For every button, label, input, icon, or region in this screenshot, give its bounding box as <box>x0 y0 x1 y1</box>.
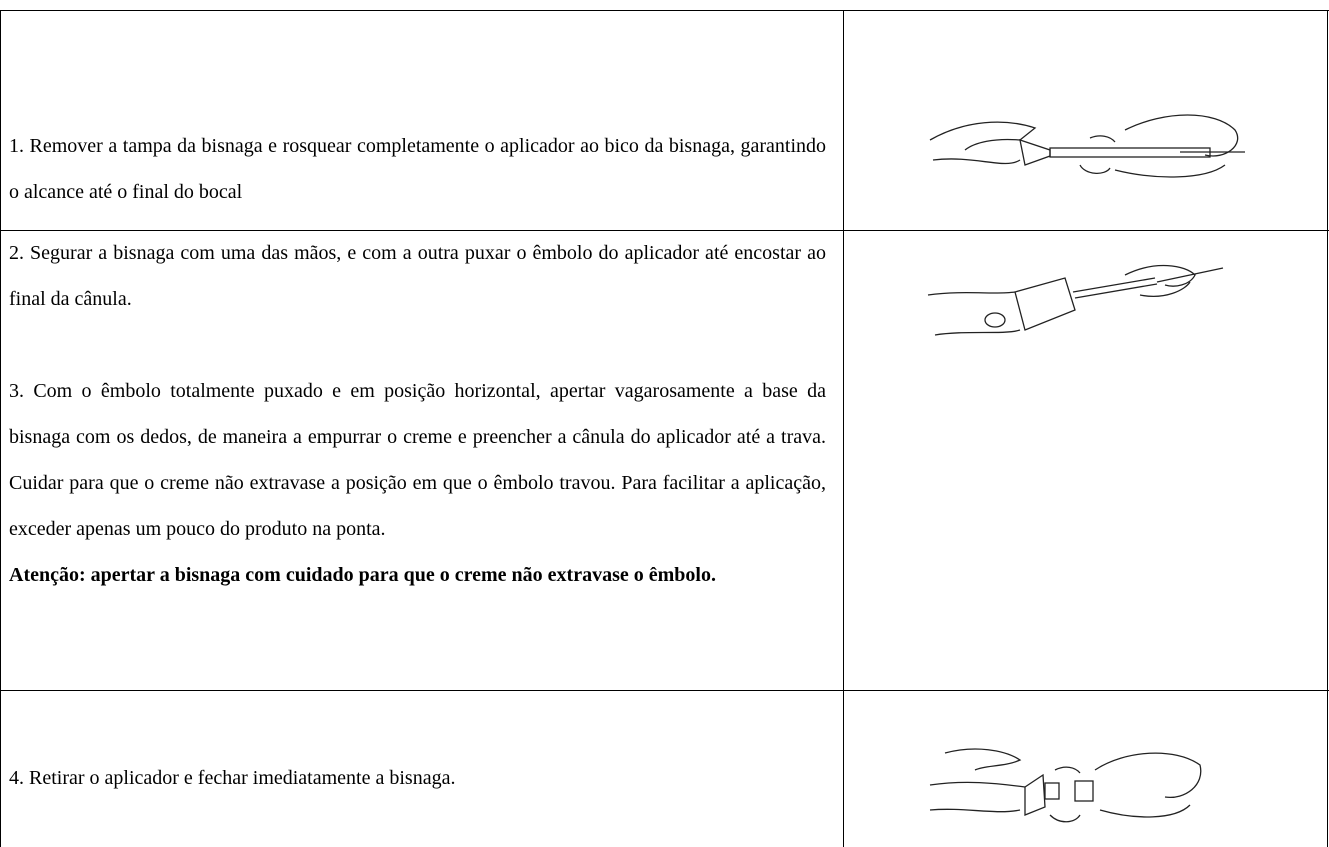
illustration-1 <box>929 114 1245 178</box>
border <box>0 10 1 847</box>
border <box>0 690 1329 691</box>
illustration-2 <box>927 264 1224 336</box>
border <box>1327 10 1328 847</box>
illustration-3 <box>929 748 1202 823</box>
step-text: 4. Retirar o aplicador e fechar imediata… <box>9 767 456 789</box>
border <box>0 10 1329 11</box>
step-text: 2. Segurar a bisnaga com uma das mãos, e… <box>9 242 826 310</box>
warning-text: Atenção: apertar a bisnaga com cuidado p… <box>9 564 716 586</box>
row-1-text: 1. Remover a tampa da bisnaga e rosquear… <box>1 11 843 215</box>
step-text: 1. Remover a tampa da bisnaga e rosquear… <box>9 135 826 203</box>
row-2-text: 2. Segurar a bisnaga com uma das mãos, e… <box>1 230 843 598</box>
border <box>843 10 844 847</box>
step-text: 3. Com o êmbolo totalmente puxado e em p… <box>9 380 826 540</box>
border <box>0 230 1329 231</box>
row-3-text: 4. Retirar o aplicador e fechar imediata… <box>1 691 843 801</box>
